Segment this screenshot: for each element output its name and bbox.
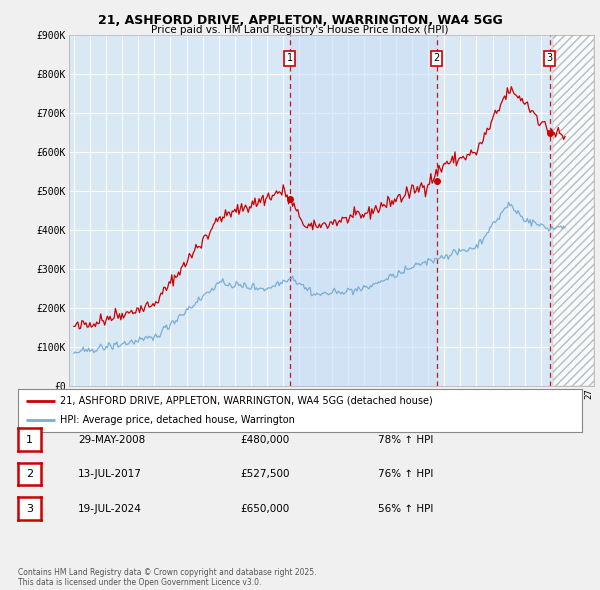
Text: £527,500: £527,500	[240, 469, 290, 478]
Text: Contains HM Land Registry data © Crown copyright and database right 2025.
This d: Contains HM Land Registry data © Crown c…	[18, 568, 317, 587]
Text: 13-JUL-2017: 13-JUL-2017	[78, 469, 142, 478]
Text: 2: 2	[434, 53, 440, 63]
Text: Price paid vs. HM Land Registry's House Price Index (HPI): Price paid vs. HM Land Registry's House …	[151, 25, 449, 35]
Text: 1: 1	[26, 435, 33, 444]
Text: 1: 1	[287, 53, 293, 63]
Text: 76% ↑ HPI: 76% ↑ HPI	[378, 469, 433, 478]
Text: 78% ↑ HPI: 78% ↑ HPI	[378, 435, 433, 444]
Text: £480,000: £480,000	[240, 435, 289, 444]
Text: 56% ↑ HPI: 56% ↑ HPI	[378, 504, 433, 513]
Text: 21, ASHFORD DRIVE, APPLETON, WARRINGTON, WA4 5GG: 21, ASHFORD DRIVE, APPLETON, WARRINGTON,…	[98, 14, 502, 27]
Text: £650,000: £650,000	[240, 504, 289, 513]
Text: 29-MAY-2008: 29-MAY-2008	[78, 435, 145, 444]
Text: 3: 3	[26, 504, 33, 513]
Text: 19-JUL-2024: 19-JUL-2024	[78, 504, 142, 513]
Text: 21, ASHFORD DRIVE, APPLETON, WARRINGTON, WA4 5GG (detached house): 21, ASHFORD DRIVE, APPLETON, WARRINGTON,…	[60, 396, 433, 406]
Bar	[290, 35, 437, 386]
Text: HPI: Average price, detached house, Warrington: HPI: Average price, detached house, Warr…	[60, 415, 295, 425]
Text: 2: 2	[26, 469, 33, 478]
Text: 3: 3	[547, 53, 553, 63]
